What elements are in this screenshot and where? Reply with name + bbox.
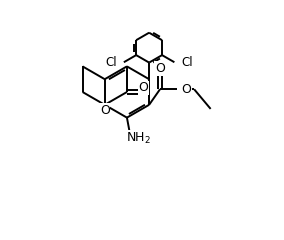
Text: O: O: [139, 81, 149, 94]
Text: Cl: Cl: [181, 56, 193, 69]
Text: NH$_2$: NH$_2$: [126, 131, 151, 146]
Text: O: O: [181, 83, 191, 96]
Text: Cl: Cl: [106, 56, 117, 69]
Text: O: O: [155, 62, 165, 75]
Text: O: O: [100, 103, 110, 117]
